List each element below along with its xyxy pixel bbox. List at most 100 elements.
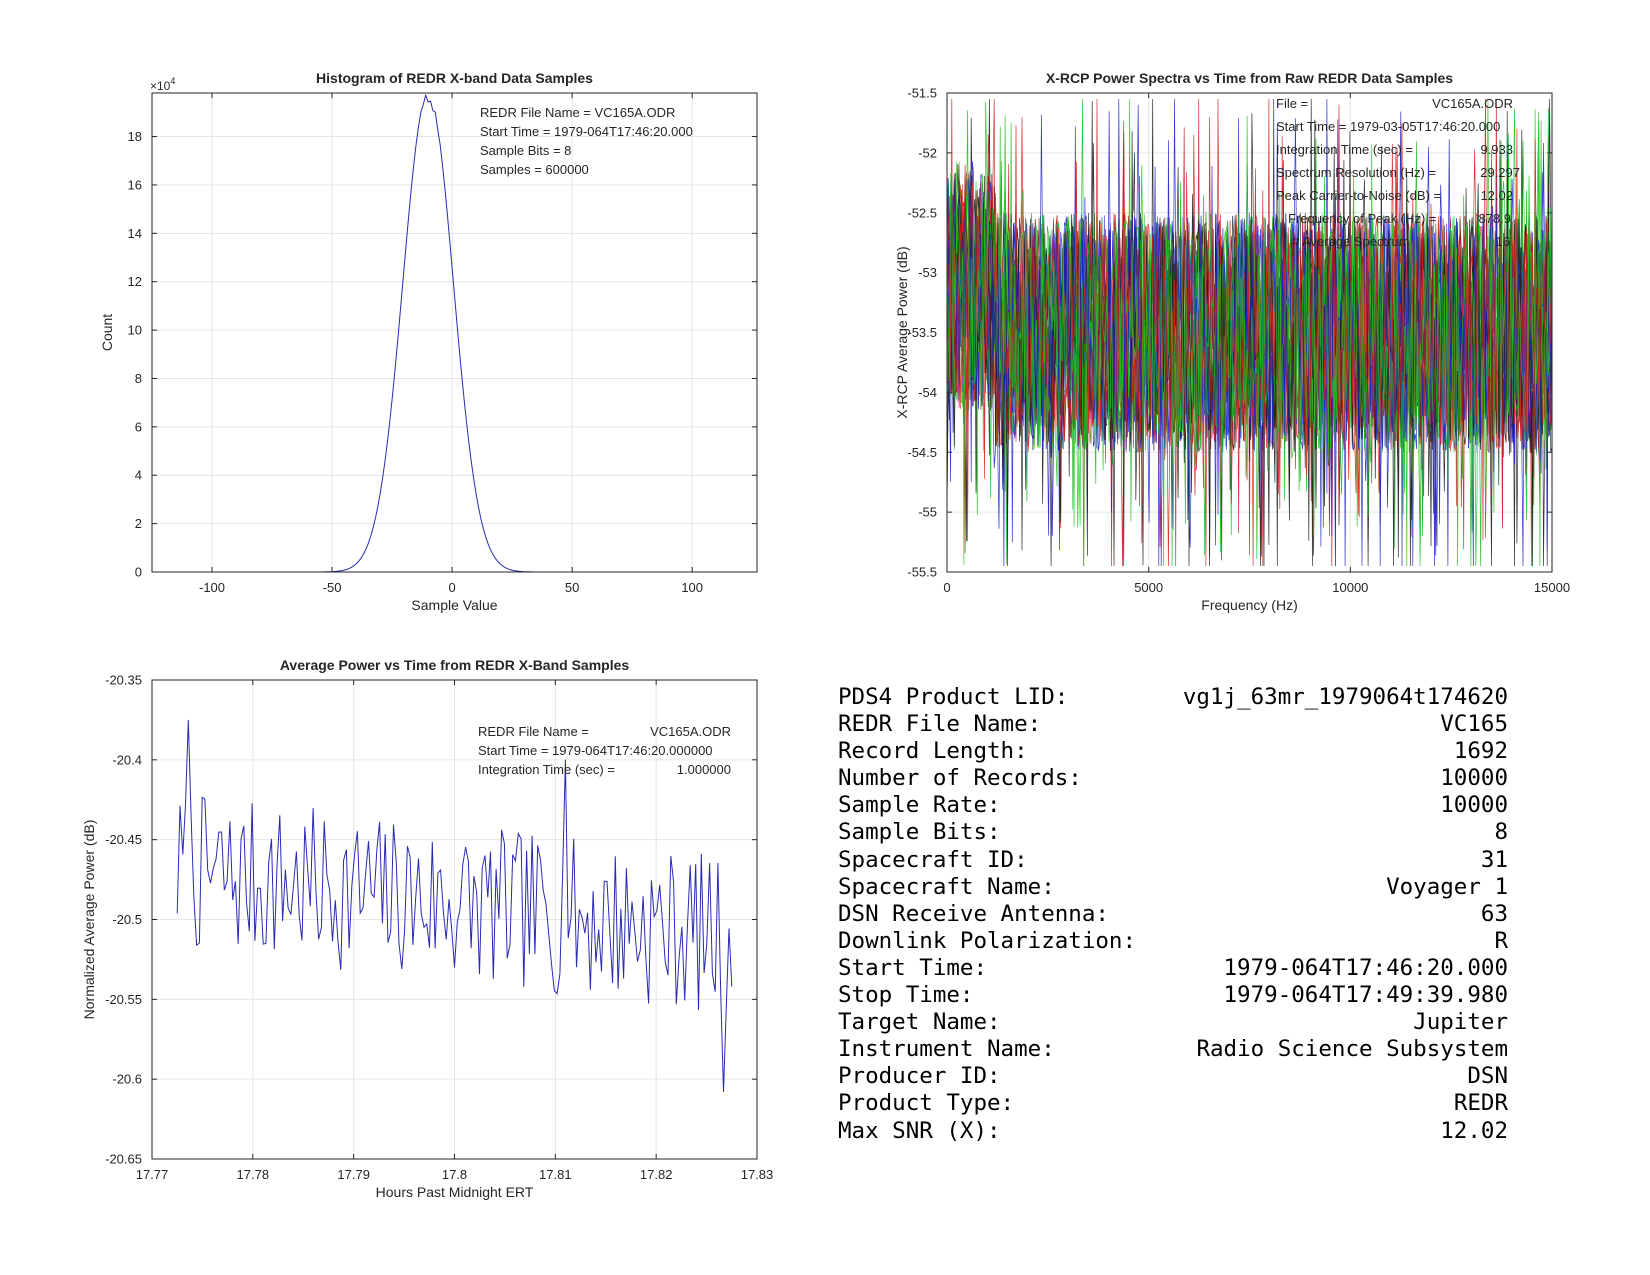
info-row: Target Name: Jupiter xyxy=(838,1009,1508,1036)
info-label: Product Type: xyxy=(838,1090,1015,1117)
x-tick-label: 17.81 xyxy=(539,1167,572,1182)
y-tick-label: 2 xyxy=(135,516,142,531)
x-tick-label: 17.83 xyxy=(741,1167,774,1182)
x-tick-label: 17.78 xyxy=(237,1167,270,1182)
annotation-label: Spectrum Resolution (Hz) = xyxy=(1276,165,1436,180)
product-info-table: PDS4 Product LID: vg1j_63mr_1979064t17462… xyxy=(838,684,1508,1145)
x-tick-label: 5000 xyxy=(1134,580,1163,595)
y-tick-label: -54 xyxy=(918,385,937,400)
chart-title: X-RCP Power Spectra vs Time from Raw RED… xyxy=(1046,70,1453,86)
y-tick-label: 8 xyxy=(135,371,142,386)
x-tick-label: 17.82 xyxy=(640,1167,673,1182)
plot-frame xyxy=(946,92,1553,573)
x-tick-label: -50 xyxy=(323,580,342,595)
info-value: 8 xyxy=(1494,819,1508,846)
info-value: Radio Science Subsystem xyxy=(1196,1036,1508,1063)
y-tick-label: -54.5 xyxy=(907,445,937,460)
annotation-value: VC165A.ODR xyxy=(650,724,731,739)
annotation-label: Start Time = 1979-03-05T17:46:20.000 xyxy=(1276,119,1500,134)
y-axis-label: Normalized Average Power (dB) xyxy=(81,820,97,1020)
annotation-value: 16 xyxy=(1496,234,1510,249)
x-tick-label: 15000 xyxy=(1534,580,1570,595)
y-multiplier-base: ×10 xyxy=(150,79,171,93)
y-tick-label: -20.6 xyxy=(112,1072,142,1087)
info-row: Record Length: 1692 xyxy=(838,738,1508,765)
info-label: Start Time: xyxy=(838,954,988,981)
info-row: Number of Records: 10000 xyxy=(838,765,1508,792)
annotation-text: Sample Bits = 8 xyxy=(480,143,571,158)
info-label: Spacecraft Name: xyxy=(838,873,1055,900)
annotation-label: Peak Carrier-to-Noise (dB) = xyxy=(1276,188,1441,203)
chart-1: -100 -50 0 50 100 0 2 4 6 8 10 12 14 16 18 Histogram of… xyxy=(99,70,758,613)
info-row: Sample Bits: 8 xyxy=(838,819,1508,846)
y-tick-label: 16 xyxy=(128,177,142,192)
y-multiplier-exponent: 4 xyxy=(170,76,175,86)
info-value: 1692 xyxy=(1453,738,1508,765)
annotation-label: Integration Time (sec) = xyxy=(478,762,615,777)
info-row: Start Time: 1979-064T17:46:20.000 xyxy=(838,955,1508,982)
info-value: 10000 xyxy=(1440,792,1508,819)
info-value: 63 xyxy=(1480,900,1508,927)
info-label: Stop Time: xyxy=(838,982,974,1009)
info-value: Jupiter xyxy=(1413,1009,1508,1036)
y-axis-label: Count xyxy=(99,314,115,351)
annotation-value: 878.9 xyxy=(1478,211,1511,226)
x-axis-label: Frequency (Hz) xyxy=(1201,597,1297,613)
y-multiplier: ×104 xyxy=(150,76,175,93)
y-tick-label: -53 xyxy=(918,265,937,280)
x-tick-label: -100 xyxy=(199,580,225,595)
y-tick-label: 12 xyxy=(128,274,142,289)
y-tick-label: -20.4 xyxy=(112,752,142,767)
power-series-line xyxy=(176,719,733,1092)
info-row: Max SNR (X): 12.02 xyxy=(838,1118,1508,1145)
info-label: Sample Bits: xyxy=(838,819,1001,846)
info-value: DSN xyxy=(1467,1063,1508,1090)
annotation-value: 1.000000 xyxy=(677,762,731,777)
annotation-label: Frequency of Peak (Hz) = xyxy=(1288,211,1436,226)
chart-3: 17.77 17.78 17.79 17.8 17.81 17.82 17.83 -20.35… xyxy=(81,657,773,1200)
info-value: VC165 xyxy=(1440,711,1508,738)
info-row: PDS4 Product LID: vg1j_63mr_1979064t17462… xyxy=(838,684,1508,711)
plot-area xyxy=(152,93,757,572)
info-value: 10000 xyxy=(1440,765,1508,792)
info-row: Spacecraft ID: 31 xyxy=(838,847,1508,874)
info-row: Instrument Name: Radio Science Subsystem xyxy=(838,1036,1508,1063)
x-tick-label: 100 xyxy=(681,580,703,595)
y-tick-label: -20.5 xyxy=(112,912,142,927)
info-value: 31 xyxy=(1480,846,1508,873)
info-row: Sample Rate: 10000 xyxy=(838,792,1508,819)
info-row: REDR File Name: VC165 xyxy=(838,711,1508,738)
y-tick-label: 0 xyxy=(135,565,142,580)
y-tick-label: -20.55 xyxy=(105,992,142,1007)
y-tick-label: -55.5 xyxy=(907,565,937,580)
y-tick-label: -53.5 xyxy=(907,325,937,340)
info-value: vg1j_63mr_1979064t174620 xyxy=(1182,684,1508,710)
x-tick-label: 0 xyxy=(448,580,455,595)
info-label: DSN Receive Antenna: xyxy=(838,900,1109,927)
x-axis-label: Hours Past Midnight ERT xyxy=(376,1184,534,1200)
info-label: Spacecraft ID: xyxy=(838,846,1028,873)
info-row: Stop Time: 1979-064T17:49:39.980 xyxy=(838,982,1508,1009)
y-tick-label: -20.35 xyxy=(105,673,142,688)
info-value: REDR xyxy=(1453,1090,1508,1117)
y-tick-label: -52.5 xyxy=(907,205,937,220)
info-value: Voyager 1 xyxy=(1386,873,1508,900)
annotation-label: Start Time = 1979-064T17:46:20.000000 xyxy=(478,743,713,758)
annotation-value: 9.933 xyxy=(1480,142,1513,157)
annotation-text: Start Time = 1979-064T17:46:20.000 xyxy=(480,124,693,139)
info-row: Product Type: REDR xyxy=(838,1090,1508,1117)
info-label: Instrument Name: xyxy=(838,1036,1055,1063)
y-axis-label: X-RCP Average Power (dB) xyxy=(894,246,910,418)
annotation-value: 29.297 xyxy=(1480,165,1520,180)
info-label: Downlink Polarization: xyxy=(838,927,1137,954)
chart-title: Average Power vs Time from REDR X-Band S… xyxy=(280,657,630,673)
plot-frame xyxy=(151,679,758,1160)
x-tick-label: 17.8 xyxy=(442,1167,467,1182)
y-tick-label: -51.5 xyxy=(907,86,937,101)
spectrum-series xyxy=(946,110,1553,567)
x-axis-label: Sample Value xyxy=(411,597,497,613)
info-row: Downlink Polarization: R xyxy=(838,928,1508,955)
x-tick-label: 0 xyxy=(943,580,950,595)
info-row: Producer ID: DSN xyxy=(838,1063,1508,1090)
